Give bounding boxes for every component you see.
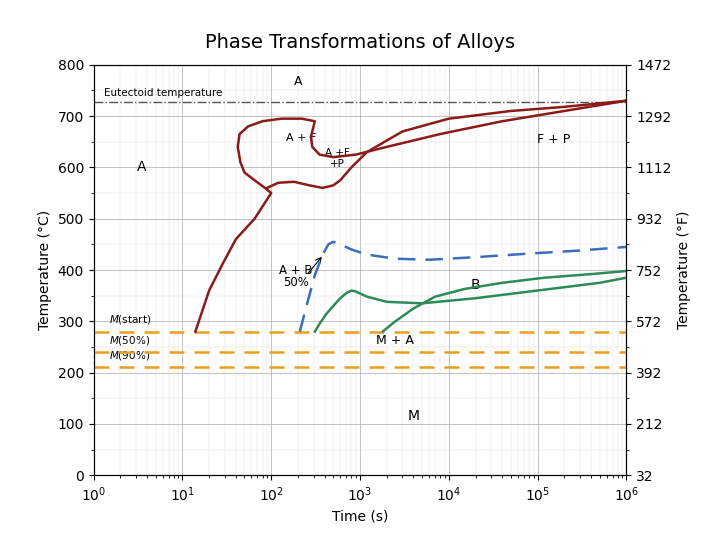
Text: A + B: A + B: [279, 264, 312, 276]
Text: A: A: [294, 75, 302, 87]
Y-axis label: Temperature (°F): Temperature (°F): [677, 211, 691, 329]
Text: 50%: 50%: [283, 276, 309, 289]
Text: A +F
+P: A +F +P: [325, 148, 349, 168]
Text: A + F: A + F: [287, 133, 317, 143]
Text: M: M: [408, 409, 420, 423]
X-axis label: Time (s): Time (s): [332, 509, 388, 523]
Text: $M$(start): $M$(start): [109, 313, 151, 326]
Text: A: A: [138, 160, 147, 174]
Text: Eutectoid temperature: Eutectoid temperature: [104, 88, 222, 98]
Title: Phase Transformations of Alloys: Phase Transformations of Alloys: [205, 33, 515, 52]
Y-axis label: Temperature (°C): Temperature (°C): [38, 210, 52, 330]
Text: F + P: F + P: [536, 133, 570, 146]
Text: $M$(90%): $M$(90%): [109, 349, 150, 362]
Text: M + A: M + A: [377, 334, 414, 347]
Text: B: B: [471, 279, 480, 292]
Text: $M$(50%): $M$(50%): [109, 334, 150, 347]
